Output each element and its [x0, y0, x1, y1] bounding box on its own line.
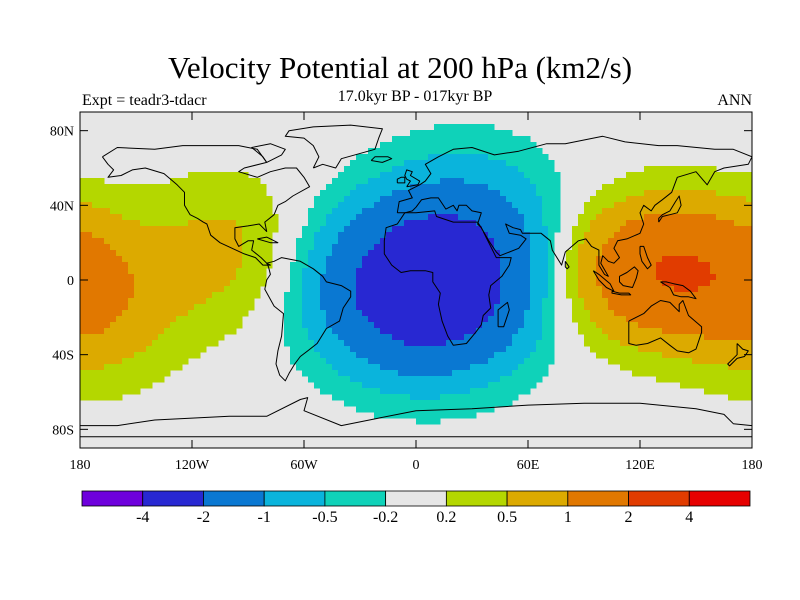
- coastline-new-zealand: [727, 343, 749, 367]
- colorbar-label: 4: [685, 509, 693, 526]
- colorbar-label: -2: [197, 509, 210, 526]
- lat-tick-label: 0: [67, 274, 74, 289]
- colorbar: -4 -2 -1 -0.5 -0.2 0.2 0.5 1 2 4: [81, 490, 751, 526]
- coastline-baffin-island: [251, 143, 286, 163]
- colorbar-label: 0.5: [497, 509, 517, 526]
- lon-tick-label: 180: [70, 458, 91, 473]
- coastline-antarctica: [80, 397, 752, 438]
- coastline-africa: [383, 210, 512, 346]
- coastline-south-america: [264, 257, 352, 382]
- colorbar-label: -1: [258, 509, 271, 526]
- lat-tick-label: 80S: [52, 423, 74, 438]
- lat-tick-label: 40S: [52, 349, 74, 364]
- coastline-java: [611, 290, 632, 296]
- colorbar-swatch: [324, 490, 387, 507]
- axis-ticks: 180 120W 60W 0 60E 120E 180 80N 40N 0 40S 80S: [50, 112, 763, 473]
- coastlines: [80, 124, 752, 438]
- colorbar-swatch: [628, 490, 690, 507]
- lon-tick-label: 180: [742, 458, 763, 473]
- coastline-sri-lanka: [564, 261, 570, 270]
- lon-tick-label: 120E: [625, 458, 655, 473]
- lat-tick-label: 40N: [50, 199, 74, 214]
- colorbar-swatch: [385, 490, 447, 507]
- coastline-madagascar: [497, 301, 510, 328]
- lon-tick-label: 0: [413, 458, 420, 473]
- map-title: Velocity Potential at 200 hPa (km2/s): [167, 50, 633, 85]
- coastline-iceland: [370, 156, 393, 163]
- colorbar-swatch: [203, 490, 265, 507]
- coastline-philippines: [639, 245, 652, 270]
- colorbar-swatch: [688, 490, 751, 507]
- coastline-borneo: [619, 266, 639, 288]
- colorbar-label: 0.2: [436, 509, 456, 526]
- lon-tick-label: 60W: [290, 458, 318, 473]
- map-subtitle: 17.0kyr BP - 017kyr BP: [337, 88, 493, 105]
- lat-tick-label: 80N: [50, 125, 74, 140]
- coastline-australia: [628, 300, 703, 354]
- colorbar-swatch: [445, 490, 508, 507]
- coastline-north-america: [101, 145, 311, 266]
- coastline-ireland: [396, 176, 406, 184]
- coastline-british-isles: [404, 169, 421, 188]
- lon-tick-label: 120W: [175, 458, 210, 473]
- lon-tick-label: 60E: [517, 458, 540, 473]
- colorbar-swatch: [506, 490, 569, 507]
- coastline-japan: [658, 195, 682, 223]
- colorbar-swatch: [81, 490, 144, 507]
- experiment-label: Expt = teadr3-tdacr: [82, 92, 207, 109]
- colorbar-swatch: [142, 490, 204, 507]
- coastline-new-guinea: [660, 281, 697, 300]
- colorbar-label: -0.2: [373, 509, 398, 526]
- colorbar-label: -4: [136, 509, 149, 526]
- season-label: ANN: [717, 92, 752, 109]
- colorbar-label: 1: [564, 509, 572, 526]
- coastline-greenland: [284, 124, 383, 169]
- colorbar-swatch: [567, 490, 629, 507]
- colorbar-label: -0.5: [312, 509, 337, 526]
- colorbar-swatch: [263, 490, 326, 507]
- coastline-cuba: [257, 236, 279, 244]
- colorbar-label: 2: [625, 509, 633, 526]
